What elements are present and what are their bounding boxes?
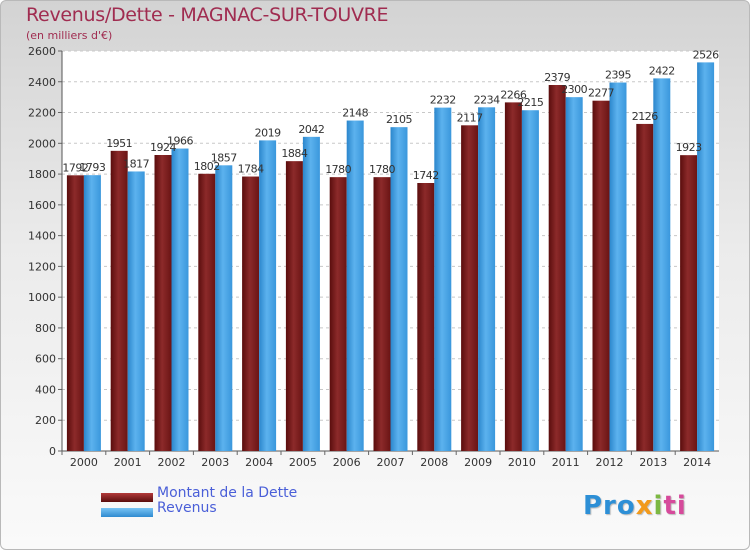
data-label-dette: 1780: [369, 163, 395, 176]
y-tick-label: 2600: [28, 45, 56, 58]
bar-revenus: [434, 107, 452, 451]
y-tick-label: 400: [35, 383, 56, 396]
data-label-revenus: 2019: [255, 126, 281, 139]
bar-dette: [198, 173, 216, 451]
data-label-revenus: 2232: [430, 94, 456, 107]
x-tick-label: 2006: [333, 456, 361, 469]
y-tick-label: 1000: [28, 291, 56, 304]
data-label-revenus: 2105: [386, 113, 412, 126]
x-tick-label: 2002: [158, 456, 186, 469]
bar-revenus: [302, 136, 320, 451]
data-label-revenus: 2422: [649, 64, 675, 77]
x-tick-label: 2011: [552, 456, 580, 469]
y-tick-label: 2000: [28, 137, 56, 150]
bar-revenus: [390, 127, 408, 452]
x-tick-label: 2009: [464, 456, 492, 469]
data-label-dette: 1951: [106, 137, 132, 150]
legend-swatch-revenus: [101, 508, 153, 517]
y-tick-label: 0: [49, 445, 56, 458]
bar-revenus: [83, 175, 101, 451]
x-tick-label: 2004: [245, 456, 273, 469]
x-tick-label: 2001: [114, 456, 142, 469]
legend-label-revenus: Revenus: [157, 500, 217, 516]
bar-revenus: [259, 140, 277, 451]
bar-dette: [110, 150, 128, 451]
x-tick-label: 2012: [596, 456, 624, 469]
bar-revenus: [521, 110, 539, 451]
bar-dette: [373, 177, 391, 451]
bar-dette: [154, 155, 172, 451]
y-tick-label: 1600: [28, 199, 56, 212]
bar-revenus: [565, 97, 583, 452]
data-label-dette: 1924: [150, 141, 176, 154]
data-label-revenus: 2300: [561, 83, 587, 96]
data-label-dette: 1792: [62, 161, 88, 174]
bar-dette: [329, 177, 347, 451]
x-tick-label: 2010: [508, 456, 536, 469]
bar-dette: [504, 102, 522, 451]
bar-dette: [636, 123, 654, 451]
data-label-revenus: 1966: [167, 135, 193, 148]
y-tick-label: 600: [35, 353, 56, 366]
data-label-revenus: 2234: [474, 93, 500, 106]
proxiti-logo: Proxiti: [583, 491, 687, 521]
data-label-revenus: 2215: [517, 96, 543, 109]
data-label-revenus: 1817: [123, 157, 149, 170]
x-tick-label: 2003: [201, 456, 229, 469]
bar-dette: [66, 175, 84, 452]
legend-label-dette: Montant de la Dette: [157, 485, 298, 501]
y-tick-label: 1200: [28, 260, 56, 273]
bar-revenus: [127, 171, 145, 451]
bar-dette: [242, 176, 260, 452]
data-label-dette: 2126: [632, 110, 658, 123]
x-tick-label: 2007: [377, 456, 405, 469]
x-tick-label: 2005: [289, 456, 317, 469]
data-label-dette: 1802: [194, 160, 220, 173]
data-label-dette: 2266: [500, 88, 526, 101]
y-tick-label: 200: [35, 414, 56, 427]
bar-revenus: [697, 62, 715, 452]
bar-revenus: [171, 148, 189, 452]
bar-revenus: [653, 78, 671, 451]
bar-dette: [548, 85, 566, 451]
chart-title: Revenus/Dette - MAGNAC-SUR-TOUVRE: [26, 4, 389, 26]
data-label-revenus: 2395: [605, 69, 631, 82]
bar-revenus: [346, 120, 364, 452]
bar-dette: [417, 183, 435, 451]
bar-dette: [461, 125, 479, 452]
bar-revenus: [215, 165, 233, 452]
data-label-dette: 1884: [281, 147, 307, 160]
chart-subtitle: (en milliers d'€): [26, 29, 113, 42]
data-label-dette: 2117: [457, 111, 483, 124]
bar-revenus: [478, 107, 496, 452]
data-label-dette: 1742: [413, 169, 439, 182]
y-tick-label: 800: [35, 322, 56, 335]
data-label-dette: 2379: [544, 71, 570, 84]
x-tick-label: 2013: [639, 456, 667, 469]
data-label-revenus: 2042: [298, 123, 324, 136]
bar-dette: [592, 100, 610, 451]
x-tick-label: 2008: [420, 456, 448, 469]
x-tick-label: 2014: [683, 456, 711, 469]
data-label-revenus: 2148: [342, 107, 368, 120]
y-tick-label: 2200: [28, 107, 56, 120]
data-label-dette: 2277: [588, 87, 614, 100]
data-label-revenus: 2526: [693, 48, 719, 61]
y-tick-label: 2400: [28, 76, 56, 89]
y-tick-label: 1400: [28, 230, 56, 243]
data-label-dette: 1923: [676, 141, 702, 154]
data-label-revenus: 1857: [211, 151, 237, 164]
bar-dette: [680, 155, 698, 451]
data-label-revenus: 1793: [79, 161, 105, 174]
legend-swatch-dette: [101, 493, 153, 502]
data-label-dette: 1780: [325, 163, 351, 176]
bar-revenus: [609, 82, 627, 452]
bar-dette: [285, 161, 303, 451]
data-label-dette: 1784: [238, 163, 264, 176]
x-tick-label: 2000: [70, 456, 98, 469]
y-tick-label: 1800: [28, 168, 56, 181]
